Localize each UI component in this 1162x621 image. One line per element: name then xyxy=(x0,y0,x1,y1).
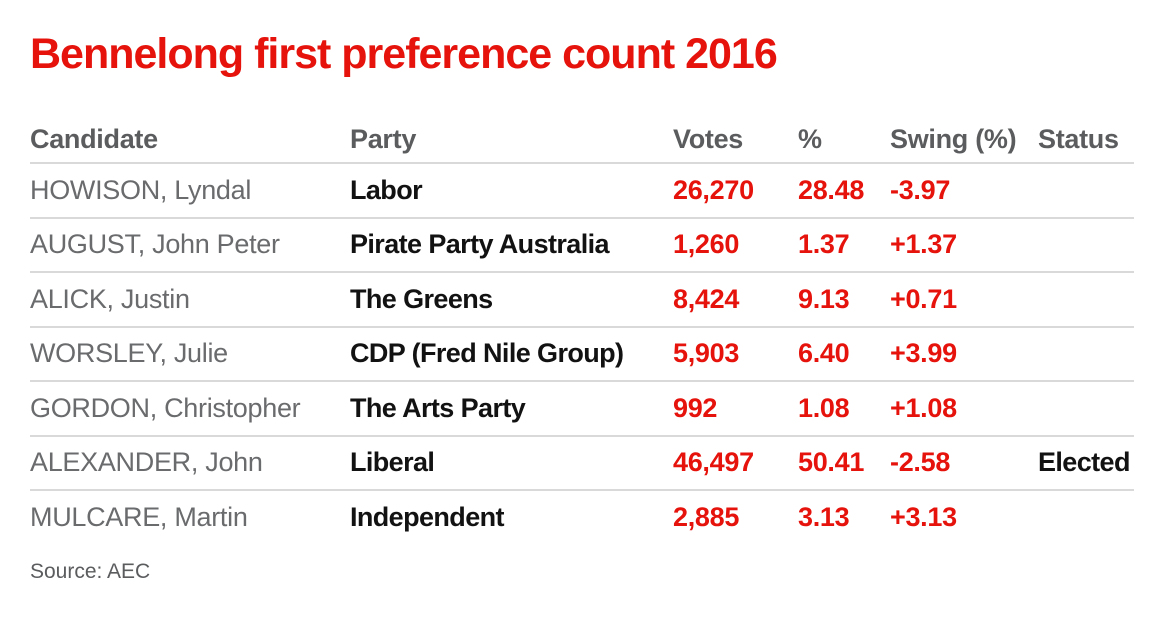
swing-cell: -3.97 xyxy=(890,163,1038,219)
results-table: Candidate Party Votes % Swing (%) Status… xyxy=(30,116,1134,545)
percent-cell: 9.13 xyxy=(798,272,890,328)
table-row: WORSLEY, Julie CDP (Fred Nile Group) 5,9… xyxy=(30,326,1134,382)
votes-cell: 992 xyxy=(673,381,798,437)
swing-cell: +3.13 xyxy=(890,502,957,533)
percent-cell: 6.40 xyxy=(798,326,890,382)
candidate-cell: GORDON, Christopher xyxy=(30,381,350,437)
candidate-cell: MULCARE, Martin xyxy=(30,502,248,533)
table-row: MULCARE, Martin Independent 2,885 3.13 +… xyxy=(30,490,1134,545)
table-row: HOWISON, Lyndal Labor 26,270 28.48 -3.97 xyxy=(30,163,1134,219)
votes-cell: 26,270 xyxy=(673,163,798,219)
percent-cell: 50.41 xyxy=(798,435,890,491)
table-row: ALICK, Justin The Greens 8,424 9.13 +0.7… xyxy=(30,272,1134,328)
percent-cell: 1.08 xyxy=(798,381,890,437)
status-cell xyxy=(1038,490,1134,545)
party-cell: The Arts Party xyxy=(350,381,673,437)
swing-cell: +1.08 xyxy=(890,381,1038,437)
status-cell xyxy=(1038,163,1134,219)
swing-cell: +0.71 xyxy=(890,272,1038,328)
column-header-status: Status xyxy=(1038,116,1134,164)
candidate-cell: AUGUST, John Peter xyxy=(30,217,350,273)
votes-cell: 2,885 xyxy=(673,502,740,533)
candidate-cell: ALEXANDER, John xyxy=(30,435,350,491)
table-header-row: Candidate Party Votes % Swing (%) Status xyxy=(30,116,1134,164)
chart-title: Bennelong first preference count 2016 xyxy=(30,30,778,78)
votes-cell: 46,497 xyxy=(673,435,798,491)
votes-cell: 5,903 xyxy=(673,326,798,382)
status-cell xyxy=(1038,272,1134,328)
status-cell xyxy=(1038,217,1134,273)
votes-cell: 1,260 xyxy=(673,217,798,273)
table-row: AUGUST, John Peter Pirate Party Australi… xyxy=(30,217,1134,273)
column-header-party: Party xyxy=(350,116,673,164)
party-cell: Pirate Party Australia xyxy=(350,217,673,273)
candidate-cell: WORSLEY, Julie xyxy=(30,326,350,382)
status-cell: Elected xyxy=(1038,435,1134,491)
percent-cell: 3.13 xyxy=(798,502,850,533)
party-cell: Liberal xyxy=(350,435,673,491)
source-note: Source: AEC xyxy=(30,560,151,583)
votes-cell: 8,424 xyxy=(673,272,798,328)
table-row: ALEXANDER, John Liberal 46,497 50.41 -2.… xyxy=(30,435,1134,491)
column-header-percent: % xyxy=(798,116,890,164)
swing-cell: -2.58 xyxy=(890,435,1038,491)
status-cell xyxy=(1038,326,1134,382)
party-cell: The Greens xyxy=(350,272,673,328)
status-cell xyxy=(1038,381,1134,437)
percent-cell: 1.37 xyxy=(798,217,890,273)
percent-cell: 28.48 xyxy=(798,163,890,219)
candidate-cell: ALICK, Justin xyxy=(30,272,350,328)
column-header-votes: Votes xyxy=(673,116,798,164)
party-cell: Labor xyxy=(350,163,673,219)
swing-cell: +3.99 xyxy=(890,326,1038,382)
party-cell: CDP (Fred Nile Group) xyxy=(350,326,673,382)
table-row: GORDON, Christopher The Arts Party 992 1… xyxy=(30,381,1134,437)
candidate-cell: HOWISON, Lyndal xyxy=(30,163,350,219)
party-cell: Independent xyxy=(350,502,505,533)
column-header-swing: Swing (%) xyxy=(890,116,1038,164)
column-header-candidate: Candidate xyxy=(30,116,350,164)
swing-cell: +1.37 xyxy=(890,217,1038,273)
